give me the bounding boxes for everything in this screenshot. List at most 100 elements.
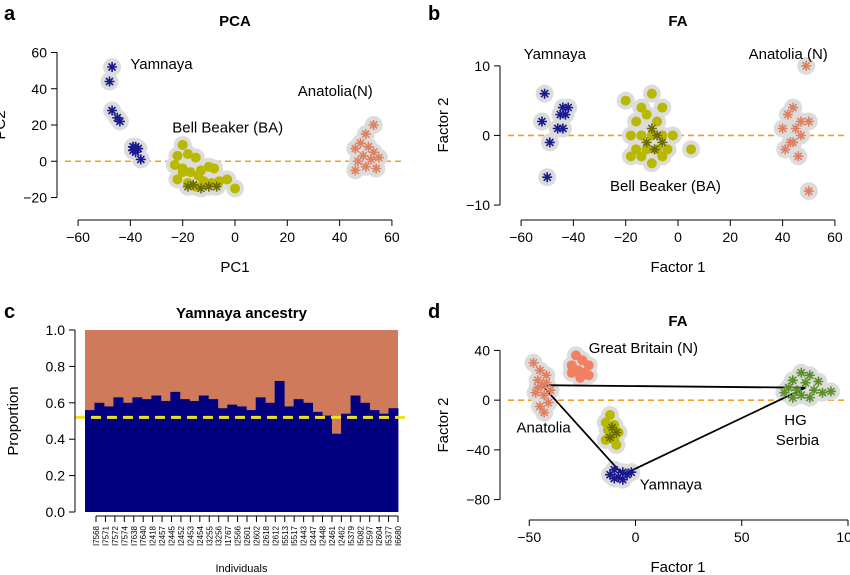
data-point [803, 186, 814, 197]
data-point [128, 141, 138, 152]
group-label: Anatolia(N) [298, 83, 373, 100]
x-tick-label: I2602 [252, 525, 261, 546]
data-point [539, 407, 550, 418]
data-point [534, 401, 545, 412]
x-tick-label: −60 [66, 229, 90, 245]
data-point [636, 130, 647, 141]
data-point [196, 183, 206, 194]
data-point [609, 473, 620, 484]
x-tick-label: 0 [674, 229, 682, 245]
bar [360, 402, 370, 512]
data-point [107, 105, 118, 116]
data-point [530, 387, 541, 398]
bar [170, 391, 181, 512]
data-point [779, 387, 790, 398]
data-point [617, 474, 628, 485]
y-tick-label: 10 [474, 58, 490, 74]
x-tick-label: I7568 [92, 525, 101, 546]
data-point [631, 116, 642, 127]
data-point [662, 144, 673, 155]
data-point [371, 163, 382, 174]
data-point [646, 123, 657, 134]
x-tick-label: I2448 [319, 525, 328, 546]
data-point [350, 143, 361, 154]
group-label: Bell Beaker (BA) [172, 119, 283, 136]
bar [179, 399, 190, 512]
x-tick-label: I5517 [290, 525, 299, 546]
bar [322, 415, 332, 512]
y-tick-label: −20 [23, 190, 47, 206]
data-point [193, 170, 204, 181]
data-point [172, 150, 183, 161]
data-point [209, 163, 220, 174]
x-tick-label: I2443 [300, 525, 309, 546]
x-tick-label: 40 [332, 229, 348, 245]
y-tick-label: 1.0 [46, 322, 66, 338]
data-point [537, 116, 547, 127]
group-label: Bell Beaker (BA) [610, 178, 721, 195]
bar [331, 433, 342, 512]
data-point [787, 392, 798, 403]
data-point [652, 130, 663, 141]
data-point [532, 375, 543, 386]
data-point [543, 397, 554, 408]
panel-d-fa: FA −50 0 50 100 −80 −40 0 40 Factor 1 Factor 2 Grea… [435, 313, 850, 575]
panel-a-pca: PCA −60 −40 −20 0 20 40 60 −20 0 20 40 60 PC1 PC2 Yamna… [0, 13, 405, 276]
x-tick-label: −60 [509, 229, 533, 245]
data-point [528, 357, 539, 368]
bar [103, 406, 114, 512]
data-point [636, 102, 647, 113]
x-tick-label: I2447 [309, 525, 318, 546]
bar [122, 402, 133, 512]
bar [293, 399, 304, 512]
x-tick-label: I2604 [375, 525, 384, 546]
data-point [657, 102, 668, 113]
data-point [130, 147, 141, 158]
data-point [185, 167, 196, 178]
y-tick-label: −10 [466, 197, 490, 213]
data-point [358, 150, 369, 161]
data-point [607, 422, 618, 433]
x-tick-label: −20 [614, 229, 638, 245]
x-tick-label: I5379 [347, 525, 356, 546]
bar [113, 397, 124, 512]
data-point [532, 382, 543, 393]
data-point [190, 152, 201, 163]
data-point [545, 385, 556, 396]
x-tick-label: I2454 [196, 525, 205, 546]
x-tick-label: 60 [384, 229, 400, 245]
group-label: Yamnaya [130, 56, 193, 73]
data-point [796, 390, 807, 401]
data-point [777, 123, 788, 134]
data-point [203, 181, 214, 192]
data-point [563, 102, 574, 113]
group-label: Yamnaya [524, 46, 587, 63]
panel-c-yamnaya-ancestry: Yamnaya ancestry 0.0 0.2 0.4 0.6 0.8 1.0 Propor… [5, 305, 410, 575]
x-tick-label: 50 [734, 529, 750, 545]
data-point [169, 159, 180, 170]
x-tick-label: I6680 [394, 525, 403, 546]
data-point [790, 123, 801, 134]
x-tick-label: I2462 [337, 525, 346, 546]
x-tick-label: −20 [171, 229, 195, 245]
bar [350, 395, 361, 512]
data-point [796, 367, 807, 378]
y-axis-label: Factor 2 [435, 397, 452, 452]
bar [85, 410, 95, 512]
x-axis-label: PC1 [220, 259, 249, 276]
chart-title: PCA [219, 13, 251, 30]
group-label: Great Britain (N) [589, 340, 698, 357]
data-point [104, 76, 115, 87]
data-point [641, 137, 652, 148]
bar [227, 404, 238, 512]
data-point [605, 469, 615, 480]
data-point [566, 367, 577, 378]
y-tick-label: 0 [39, 153, 47, 169]
panel-letter-b: b [428, 3, 440, 25]
data-point [363, 141, 374, 152]
data-point [788, 137, 799, 148]
bar [388, 408, 399, 512]
y-tick-label: 40 [31, 81, 47, 97]
data-point [793, 151, 804, 162]
